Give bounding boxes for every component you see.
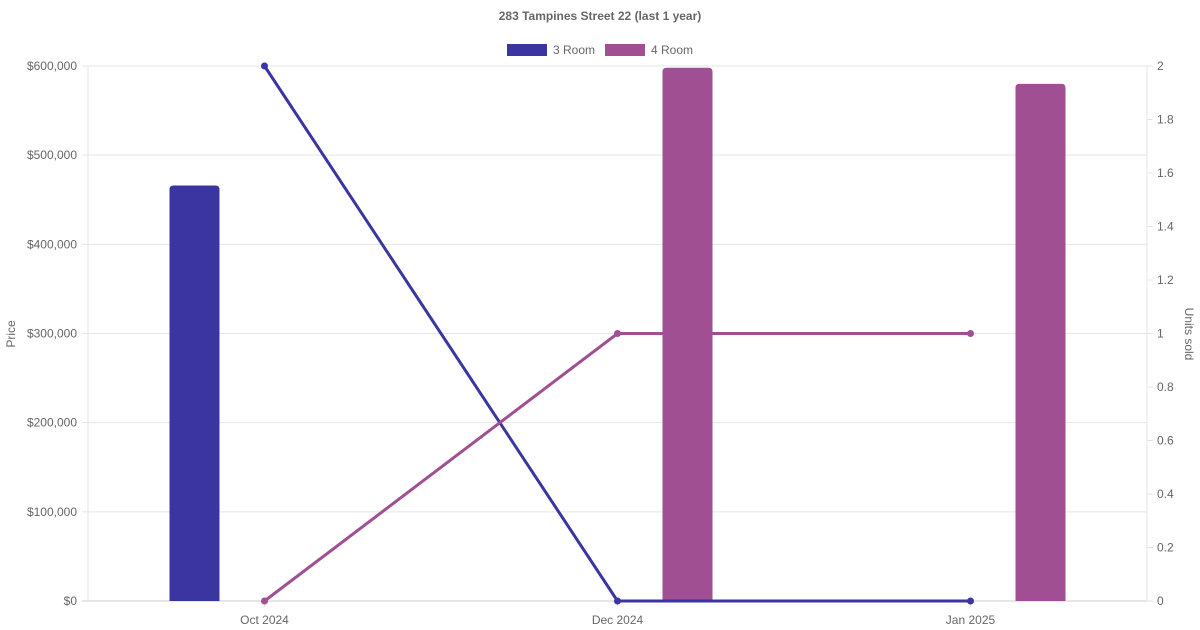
- legend-swatch-4-room: [605, 44, 645, 56]
- bar-3-room: [169, 185, 220, 601]
- legend-swatch-3-room: [506, 44, 547, 56]
- x-tick-label: Oct 2024: [240, 613, 289, 627]
- point-4-room: [261, 597, 268, 605]
- y2-tick-label: 1.8: [1157, 113, 1174, 127]
- y2-axis-label: Units sold: [1182, 308, 1196, 361]
- point-4-room: [967, 330, 974, 337]
- legend-item-4-room[interactable]: 4 Room: [605, 43, 693, 57]
- point-3-room: [614, 597, 621, 605]
- bar-4-room: [1015, 83, 1066, 602]
- y-tick-label: $200,000: [27, 416, 77, 430]
- y2-tick-label: 0.4: [1157, 487, 1174, 501]
- y-tick-label: $100,000: [27, 505, 77, 519]
- y2-tick-label: 1.4: [1157, 220, 1174, 234]
- y2-tick-label: 2: [1157, 59, 1164, 73]
- y2-tick-label: 1: [1157, 327, 1164, 341]
- y2-tick-label: 0: [1157, 594, 1164, 608]
- legend-item-3-room[interactable]: 3 Room: [506, 43, 595, 57]
- y-tick-label: $600,000: [27, 59, 77, 73]
- point-3-room: [261, 62, 268, 70]
- chart-title: 283 Tampines Street 22 (last 1 year): [498, 9, 702, 23]
- y2-tick-label: 0.8: [1157, 380, 1174, 394]
- y-tick-label: $500,000: [27, 148, 77, 162]
- y2-tick-label: 0.6: [1157, 434, 1174, 448]
- legend-label-4-room: 4 Room: [651, 43, 694, 57]
- y2-tick-label: 0.2: [1157, 541, 1174, 555]
- legend: 3 Room 4 Room: [0, 43, 1200, 57]
- x-tick-label: Dec 2024: [592, 613, 644, 627]
- y2-tick-label: 1.6: [1157, 166, 1174, 180]
- legend-label-3-room: 3 Room: [552, 43, 595, 57]
- y2-tick-label: 1.2: [1157, 273, 1174, 287]
- y-axis-label: Price: [4, 320, 18, 348]
- line-4-room: [263, 332, 971, 603]
- y-tick-label: $0: [64, 594, 78, 608]
- y-tick-label: $400,000: [27, 237, 77, 251]
- y-tick-label: $300,000: [27, 327, 77, 341]
- point-3-room: [967, 597, 974, 605]
- point-4-room: [614, 330, 621, 337]
- x-tick-label: Jan 2025: [946, 613, 996, 627]
